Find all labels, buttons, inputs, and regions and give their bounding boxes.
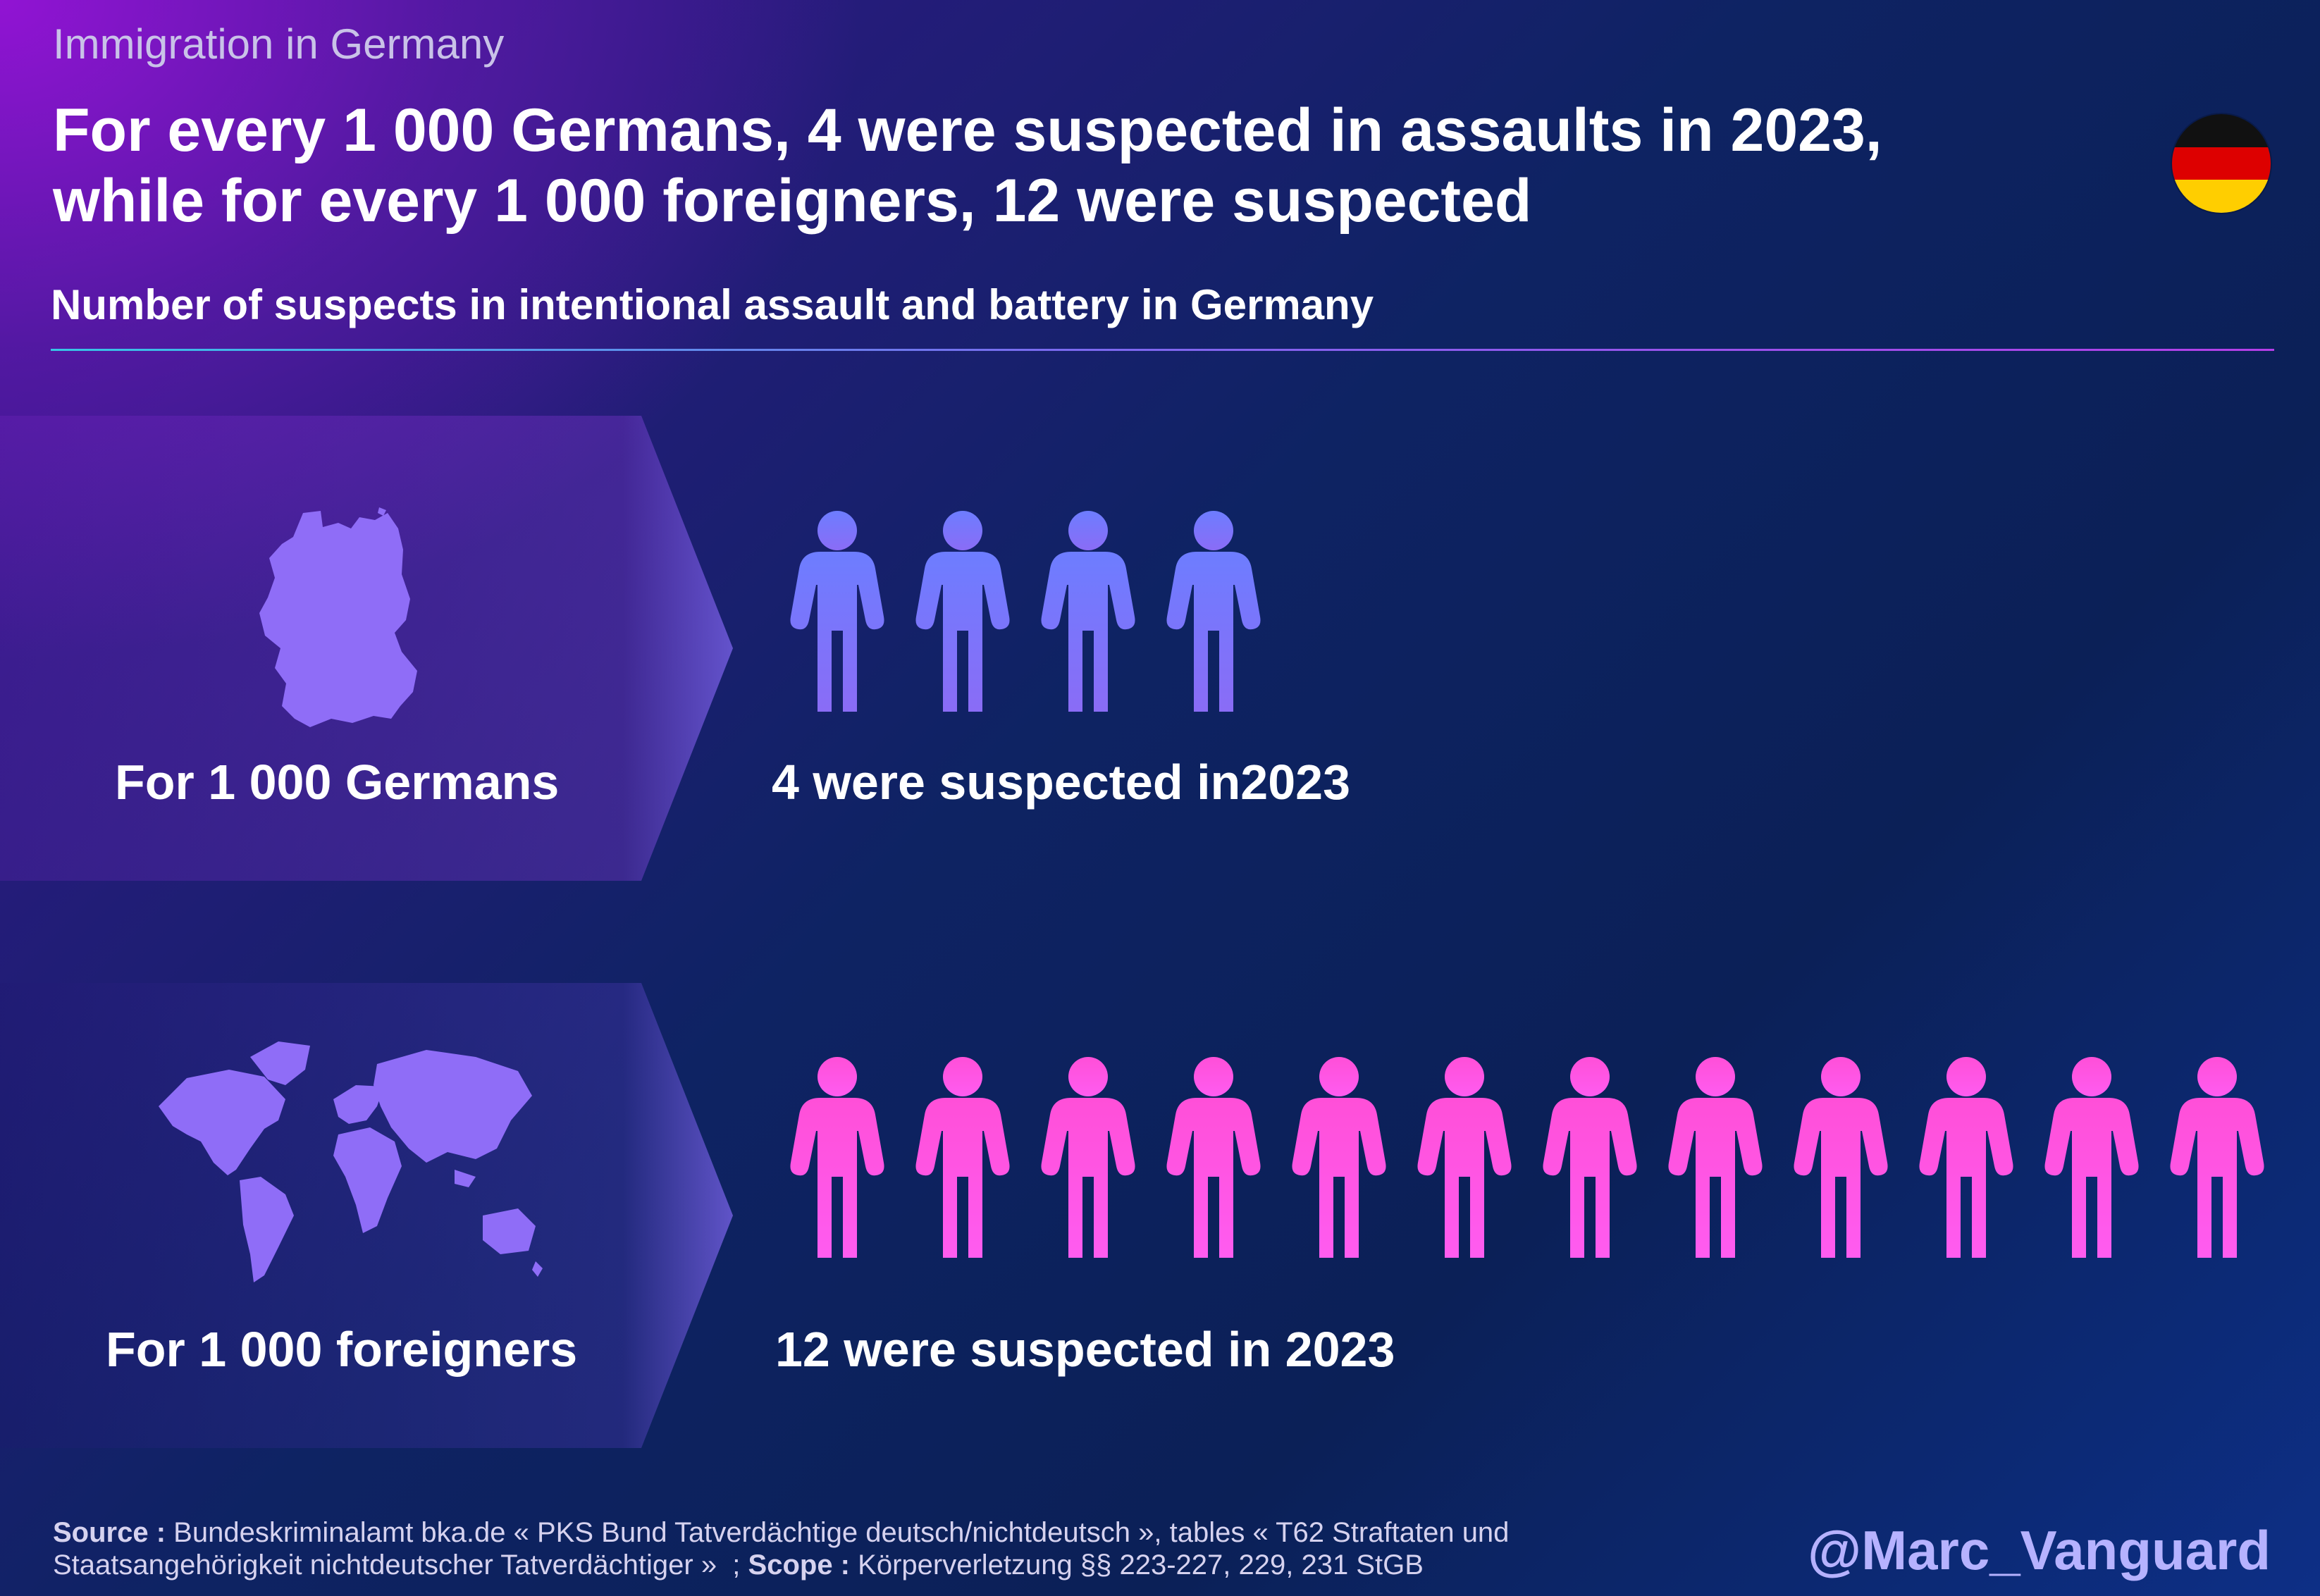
pictogram-figures xyxy=(790,511,2264,1258)
person-icon xyxy=(1543,1057,1637,1258)
person-icon xyxy=(1919,1057,2013,1258)
person-icon xyxy=(1292,1057,1386,1258)
person-icon xyxy=(2170,1057,2264,1258)
headline: For every 1 000 Germans, 4 were suspecte… xyxy=(53,95,2097,236)
author-handle: @Marc_Vanguard xyxy=(1808,1519,2271,1581)
scope-label: Scope : xyxy=(748,1549,851,1580)
person-icon xyxy=(1166,1057,1261,1258)
row-germans-label: For 1 000 Germans xyxy=(115,755,560,810)
headline-line-2: while for every 1 000 foreigners, 12 wer… xyxy=(53,167,1532,235)
category-label: Immigration in Germany xyxy=(53,20,505,68)
chart-subtitle: Number of suspects in intentional assaul… xyxy=(51,281,1374,328)
person-icon xyxy=(1794,1057,1888,1258)
source-text: Bundeskriminalamt bka.de « PKS Bund Tatv… xyxy=(53,1517,1510,1580)
person-icon xyxy=(1041,511,1135,712)
person-icon xyxy=(1668,1057,1763,1258)
row-foreigners-label: For 1 000 foreigners xyxy=(106,1322,578,1377)
row-germans-result: 4 were suspected in2023 xyxy=(772,755,1350,810)
world-map-icon xyxy=(159,1041,543,1282)
person-icon xyxy=(790,511,884,712)
person-icon xyxy=(1041,1057,1135,1258)
headline-line-1: For every 1 000 Germans, 4 were suspecte… xyxy=(53,97,1882,164)
scope-text: Körperverletzung §§ 223-227, 229, 231 St… xyxy=(858,1549,1424,1580)
person-icon xyxy=(1417,1057,1512,1258)
germany-flag-icon xyxy=(2172,114,2271,213)
germany-map-icon xyxy=(259,507,417,727)
source-label: Source : xyxy=(53,1517,166,1548)
divider xyxy=(51,349,2274,351)
person-icon xyxy=(1166,511,1261,712)
person-icon xyxy=(915,511,1010,712)
person-icon xyxy=(915,1057,1010,1258)
person-icon xyxy=(790,1057,884,1258)
row-foreigners-result: 12 were suspected in 2023 xyxy=(775,1322,1395,1377)
person-icon xyxy=(2044,1057,2139,1258)
footer-source: Source : Bundeskriminalamt bka.de « PKS … xyxy=(53,1517,1510,1580)
